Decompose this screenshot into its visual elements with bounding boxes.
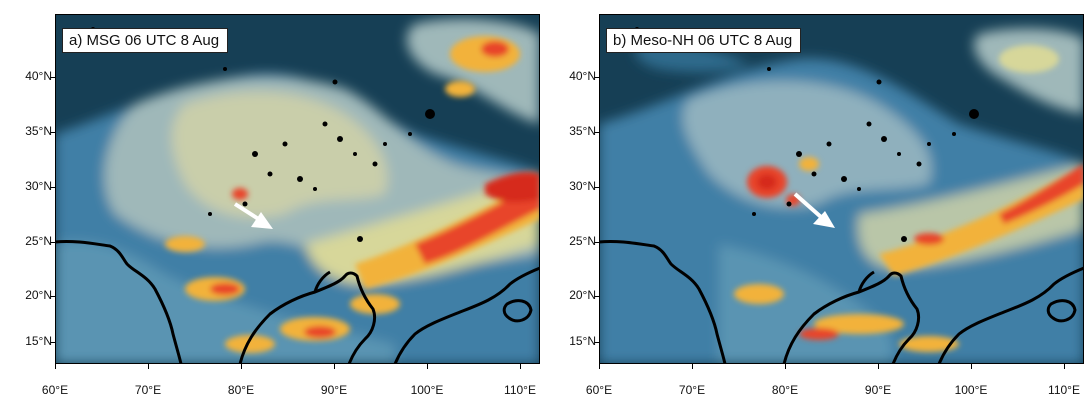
- lat-tick-label: 35°N: [569, 124, 596, 138]
- lon-tick-label: 100°E: [410, 383, 444, 397]
- lon-tick-label: 110°E: [504, 383, 536, 397]
- lat-tick-label: 40°N: [25, 69, 52, 83]
- lon-tick-label: 70°E: [134, 383, 162, 397]
- lat-tick-label: 30°N: [25, 179, 52, 193]
- lon-tick-label: 70°E: [678, 383, 706, 397]
- lat-tick-label: 15°N: [25, 334, 52, 348]
- lon-tick-label: 60°E: [41, 383, 69, 397]
- map-msg: [55, 14, 540, 364]
- lon-tick-label: 110°E: [1048, 383, 1080, 397]
- panel-title: a) MSG 06 UTC 8 Aug: [62, 28, 229, 53]
- lon-tick-label: 100°E: [954, 383, 988, 397]
- panel-meso-nh: b) Meso-NH 06 UTC 8 Aug 40°N 35°N 30°N 2…: [544, 0, 1089, 409]
- satellite-image-msg: [55, 14, 540, 364]
- lat-tick-label: 25°N: [569, 234, 596, 248]
- arrow-icon: [233, 202, 273, 229]
- lat-tick-label: 35°N: [25, 124, 52, 138]
- panel-msg: a) MSG 06 UTC 8 Aug 40°N 35°N 30°N 25°N …: [25, 14, 540, 397]
- lon-tick-label: 90°E: [864, 383, 892, 397]
- map-meso-nh: [599, 14, 1084, 364]
- lon-tick-label: 60°E: [585, 383, 613, 397]
- lat-tick-label: 30°N: [569, 179, 596, 193]
- lat-tick-label: 25°N: [25, 234, 52, 248]
- lat-tick-label: 40°N: [569, 69, 596, 83]
- lat-tick-label: 15°N: [569, 334, 596, 348]
- lat-tick-label: 20°N: [25, 288, 52, 302]
- lon-tick-label: 80°E: [227, 383, 255, 397]
- satellite-image-meso-nh: [599, 14, 1084, 364]
- lon-tick-label: 90°E: [320, 383, 348, 397]
- arrow-icon: [793, 192, 835, 228]
- lat-tick-label: 20°N: [569, 288, 596, 302]
- panel-title: b) Meso-NH 06 UTC 8 Aug: [606, 28, 802, 53]
- lon-tick-label: 80°E: [771, 383, 799, 397]
